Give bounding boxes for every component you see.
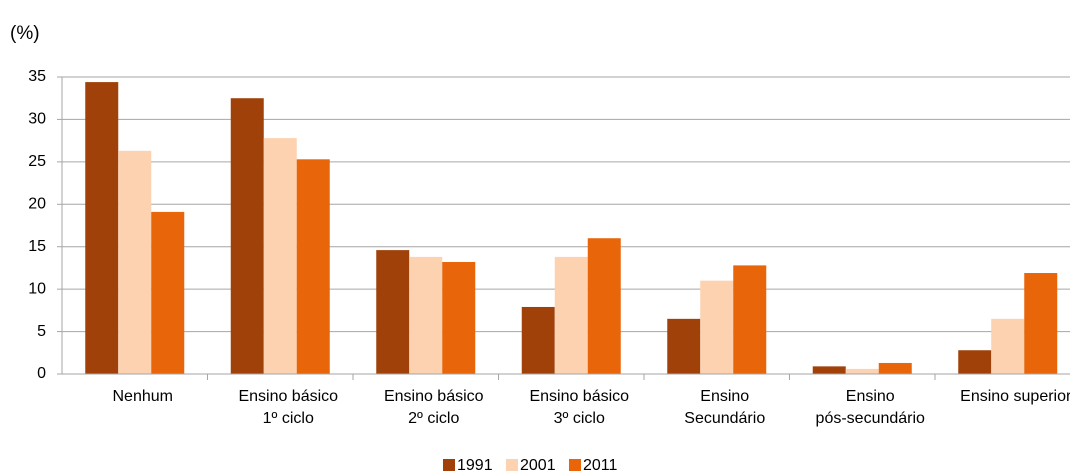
bar — [845, 368, 879, 374]
x-tick-label: Ensino básico — [238, 388, 338, 405]
y-tick-label: 5 — [37, 323, 46, 340]
x-tick-label: pós-secundário — [816, 410, 926, 427]
bar — [958, 350, 992, 374]
bar — [1024, 273, 1058, 374]
legend-label: 2011 — [583, 457, 618, 474]
bar — [991, 318, 1025, 374]
x-tick-label: 3º ciclo — [554, 410, 605, 427]
bar — [587, 238, 621, 374]
legend-swatch — [506, 459, 518, 471]
x-tick-label: Ensino básico — [384, 388, 484, 405]
bar — [376, 250, 410, 374]
x-tick-label: 1º ciclo — [263, 410, 314, 427]
bar — [554, 256, 588, 374]
x-tick-label: Ensino — [846, 388, 895, 405]
y-tick-label: 35 — [28, 68, 46, 85]
legend-swatch — [443, 459, 455, 471]
y-tick-label: 25 — [28, 153, 46, 170]
y-tick-label: 0 — [37, 365, 46, 382]
bar — [296, 159, 330, 374]
bar — [733, 265, 767, 374]
bar — [521, 306, 555, 374]
bar — [442, 261, 476, 374]
bar — [700, 280, 734, 374]
y-tick-label: 10 — [28, 280, 46, 297]
bar — [151, 211, 185, 374]
legend-label: 2001 — [520, 457, 556, 474]
x-tick-label: Ensino superior — [960, 388, 1070, 405]
x-tick-label: Nenhum — [113, 388, 173, 405]
legend-label: 1991 — [457, 457, 493, 474]
x-tick-label: 2º ciclo — [408, 410, 459, 427]
x-tick-label: Secundário — [684, 410, 765, 427]
bar — [812, 366, 846, 374]
bar — [85, 82, 119, 374]
bar — [667, 318, 701, 374]
bar — [878, 362, 912, 374]
y-tick-label: 20 — [28, 196, 46, 213]
x-tick-label: Ensino básico — [529, 388, 629, 405]
bar — [409, 256, 443, 374]
bar — [230, 98, 264, 374]
y-tick-label: 15 — [28, 238, 46, 255]
bar — [118, 150, 152, 374]
bar — [263, 138, 297, 374]
legend-swatch — [569, 459, 581, 471]
x-tick-label: Ensino — [700, 388, 749, 405]
y-axis-label: (%) — [10, 23, 40, 44]
y-tick-label: 30 — [28, 111, 46, 128]
